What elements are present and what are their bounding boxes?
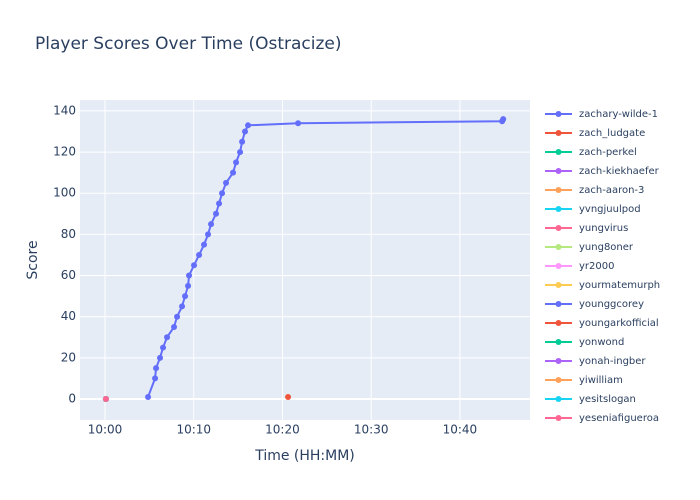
data-point [500,116,507,123]
legend-label: zach_ludgate [579,128,645,139]
legend-label: yung8oner [579,242,634,253]
legend-marker [555,377,562,383]
legend: zachary-wilde-1 zach_ludgate zach-perkel za… [545,109,660,424]
data-point [216,200,223,207]
plot-area [80,100,530,420]
data-point [245,122,252,129]
data-point [219,190,226,197]
data-point [191,262,198,269]
legend-label: yonah-ingber [579,356,646,367]
data-point [230,169,237,176]
legend-marker [555,168,562,174]
y-axis-title: Score [25,240,41,279]
data-point [152,375,159,382]
legend-label: yr2000 [579,261,614,272]
data-point [223,179,230,186]
legend-marker [555,396,562,402]
x-tick-label: 10:10 [176,423,211,437]
data-point [174,313,181,320]
plot [102,116,507,403]
legend-marker [555,415,562,421]
legend-label: yonwond [579,337,624,348]
legend-label: yvngjuulpod [579,204,641,215]
data-point [164,334,171,341]
legend-marker [555,130,562,136]
data-point [233,159,240,166]
legend-marker [555,149,562,155]
legend-label: yiwilliam [579,375,623,386]
data-point [160,344,167,351]
legend-marker [555,358,562,364]
y-tick-label: 0 [68,392,76,406]
data-point [208,221,215,228]
data-point [171,323,178,330]
legend-label: yeseniafigueroa [579,413,659,424]
y-tick-label: 100 [53,186,76,200]
legend-marker [555,206,562,212]
data-point [157,354,164,361]
data-point [213,210,220,217]
legend-label: yungvirus [579,223,628,234]
data-point [182,293,189,300]
data-point [186,272,193,279]
x-tick-label: 10:30 [354,423,389,437]
y-tick-label: 60 [61,268,76,282]
data-point [242,128,249,135]
legend-marker [555,263,562,269]
legend-label: yesitslogan [579,394,636,405]
x-tick-label: 10:40 [443,423,478,437]
legend-marker [555,282,562,288]
y-tick-label: 80 [61,227,76,241]
y-tick-label: 40 [61,309,76,323]
legend-marker [555,244,562,250]
data-point [185,282,192,289]
data-point [205,231,212,238]
data-point [201,241,208,248]
legend-label: zach-aaron-3 [579,185,644,196]
data-point [239,138,246,145]
y-tick-label: 120 [53,145,76,159]
legend-label: zach-kiekhaefer [579,166,660,177]
legend-label: younggcorey [579,299,644,310]
x-tick-label: 10:20 [265,423,300,437]
legend-label: youngarkofficial [579,318,659,329]
chart-title: Player Scores Over Time (Ostracize) [35,34,342,54]
legend-marker [555,225,562,231]
data-point [179,303,186,310]
data-point [237,149,244,156]
data-point [145,393,152,400]
legend-marker [555,301,562,307]
y-tick-label: 20 [61,350,76,364]
legend-marker [555,111,562,117]
legend-marker [555,320,562,326]
legend-label: zachary-wilde-1 [579,109,658,120]
legend-label: zach-perkel [579,147,637,158]
legend-marker [555,187,562,193]
legend-marker [555,339,562,345]
data-point [153,365,160,372]
y-tick-label: 140 [53,103,76,117]
x-tick-label: 10:00 [88,423,123,437]
data-point [196,251,203,258]
data-point [102,396,109,403]
legend-label: yourmatemurph [579,280,660,291]
x-axis-title: Time (HH:MM) [254,448,355,464]
data-point [285,393,292,400]
data-point [295,120,302,127]
grid [80,100,530,420]
